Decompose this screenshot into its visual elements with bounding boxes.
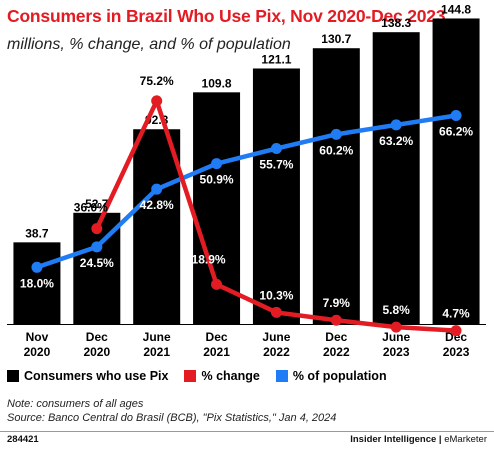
legend-item-population: % of population <box>275 369 387 383</box>
population-label-6: 63.2% <box>379 134 413 148</box>
x-tick-label-2-line1: June <box>143 330 171 344</box>
change-point-2 <box>151 95 163 107</box>
bar-4 <box>252 68 300 324</box>
legend-label-consumers: Consumers who use Pix <box>24 369 169 383</box>
chart-canvas: 38.752.792.3109.8121.1130.7138.3144.8Nov… <box>7 2 486 359</box>
x-tick-label-5-line2: 2022 <box>323 345 350 359</box>
chart-legend: Consumers who use Pix % change % of popu… <box>7 369 403 383</box>
population-point-4 <box>270 143 282 155</box>
x-tick-label-3-line1: Dec <box>206 330 228 344</box>
bar-value-label-7: 144.8 <box>441 2 471 16</box>
population-point-2 <box>151 183 163 195</box>
legend-swatch-change <box>184 370 197 382</box>
chart-subtitle: millions, % change, and % of population <box>7 36 291 53</box>
x-tick-label-1-line1: Dec <box>86 330 108 344</box>
change-point-5 <box>330 314 342 326</box>
x-tick-label-6-line2: 2023 <box>383 345 410 359</box>
x-tick-label-0-line2: 2020 <box>24 345 51 359</box>
bar-value-label-0: 38.7 <box>25 226 49 240</box>
x-tick-label-0-line1: Nov <box>26 330 49 344</box>
population-point-1 <box>91 241 103 253</box>
change-point-1 <box>91 223 103 235</box>
change-point-4 <box>270 306 282 318</box>
legend-item-change: % change <box>184 369 260 383</box>
change-label-6: 5.8% <box>383 303 411 317</box>
footer-brand: Insider Intelligence | eMarketer <box>350 434 487 445</box>
bar-value-label-4: 121.1 <box>261 52 291 66</box>
population-point-0 <box>31 261 43 273</box>
change-label-1: 36.0% <box>74 201 108 215</box>
population-label-7: 66.2% <box>439 124 473 138</box>
population-point-6 <box>390 119 402 131</box>
chart-id: 284421 <box>7 434 39 445</box>
bar-2 <box>133 129 181 324</box>
x-tick-label-1-line2: 2020 <box>83 345 110 359</box>
bar-0 <box>13 242 61 324</box>
population-label-0: 18.0% <box>20 276 54 290</box>
population-label-3: 50.9% <box>200 173 234 187</box>
population-point-7 <box>450 109 462 121</box>
legend-label-population: % of population <box>292 369 387 383</box>
note-text: Note: consumers of all ages <box>7 398 144 410</box>
population-point-5 <box>330 128 342 140</box>
bar-value-label-6: 138.3 <box>381 16 411 30</box>
x-tick-label-3-line2: 2021 <box>203 345 230 359</box>
x-tick-label-2-line2: 2021 <box>143 345 170 359</box>
bar-6 <box>372 32 420 324</box>
population-label-5: 60.2% <box>319 143 353 157</box>
x-tick-label-7-line2: 2023 <box>443 345 470 359</box>
legend-item-consumers: Consumers who use Pix <box>7 369 168 383</box>
chart-title: Consumers in Brazil Who Use Pix, Nov 202… <box>7 6 446 26</box>
x-tick-label-7-line1: Dec <box>445 330 467 344</box>
chart-notes: Note: consumers of all ages Source: Banc… <box>7 398 336 425</box>
change-label-3: 18.9% <box>192 252 226 266</box>
change-label-4: 10.3% <box>259 288 293 302</box>
change-point-6 <box>390 321 402 333</box>
change-point-7 <box>450 325 462 337</box>
brand-emarketer: eMarketer <box>444 434 487 445</box>
bar-5 <box>312 48 360 325</box>
change-point-3 <box>211 278 223 290</box>
x-tick-label-4-line1: June <box>262 330 290 344</box>
bar-value-label-1: 52.7 <box>85 197 109 211</box>
source-text: Source: Banco Central do Brasil (BCB), "… <box>7 411 337 424</box>
brand-separator: | <box>436 434 445 445</box>
x-tick-label-4-line2: 2022 <box>263 345 290 359</box>
change-label-2: 75.2% <box>140 74 174 88</box>
legend-swatch-consumers <box>7 370 19 382</box>
brand-insider: Insider Intelligence <box>350 434 437 445</box>
x-tick-label-6-line1: June <box>382 330 410 344</box>
bar-7 <box>432 18 480 325</box>
footer-divider <box>0 431 494 432</box>
population-point-3 <box>211 158 223 170</box>
change-label-5: 7.9% <box>323 296 351 310</box>
population-label-2: 42.8% <box>140 198 174 212</box>
bar-value-label-3: 109.8 <box>202 76 232 90</box>
legend-label-change: % change <box>201 369 260 383</box>
population-label-4: 55.7% <box>259 158 293 172</box>
bar-value-label-5: 130.7 <box>321 32 351 46</box>
population-label-1: 24.5% <box>80 256 114 270</box>
legend-swatch-population <box>275 370 288 382</box>
population-line <box>34 113 459 270</box>
x-tick-label-5-line1: Dec <box>325 330 347 344</box>
change-label-7: 4.7% <box>442 307 470 321</box>
